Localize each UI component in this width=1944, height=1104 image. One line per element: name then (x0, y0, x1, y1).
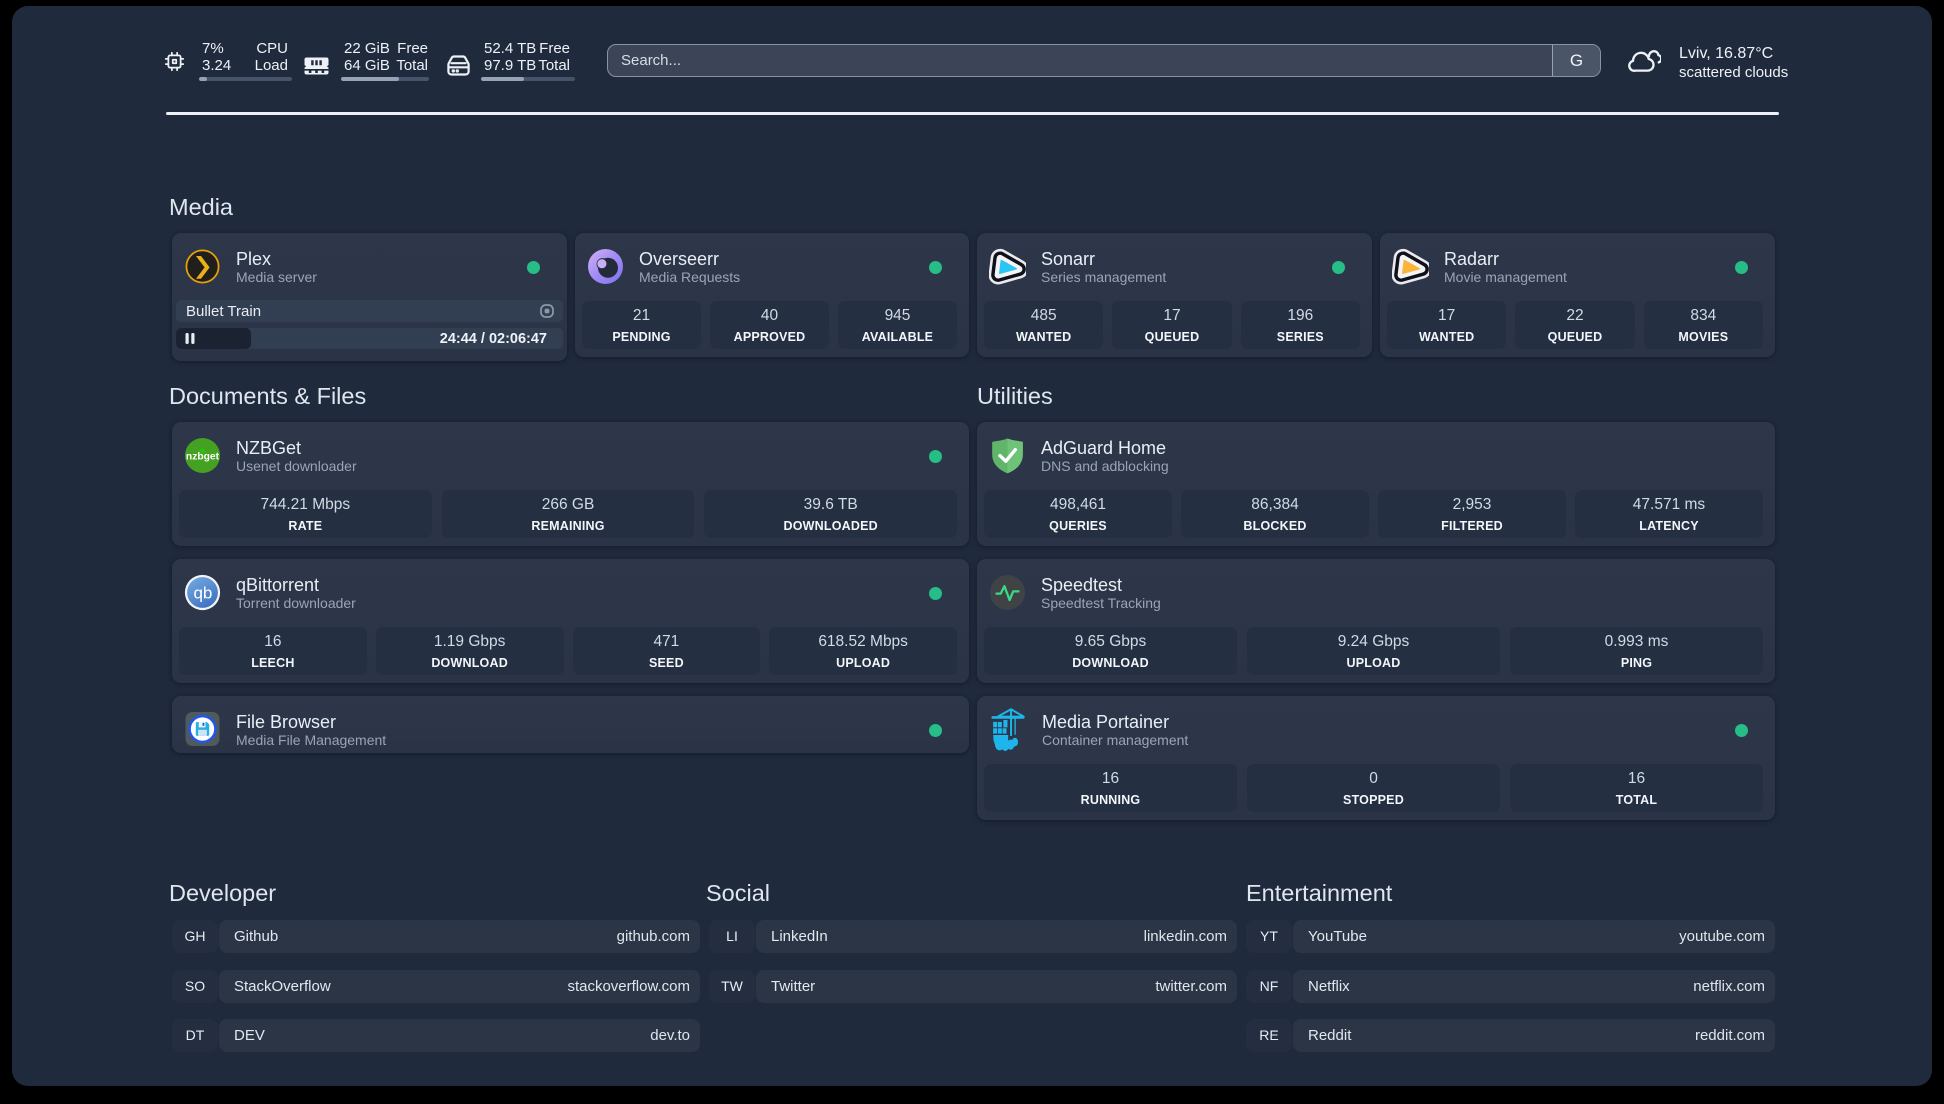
svg-text:nzbget: nzbget (186, 451, 220, 462)
svg-text:qb: qb (193, 584, 212, 603)
